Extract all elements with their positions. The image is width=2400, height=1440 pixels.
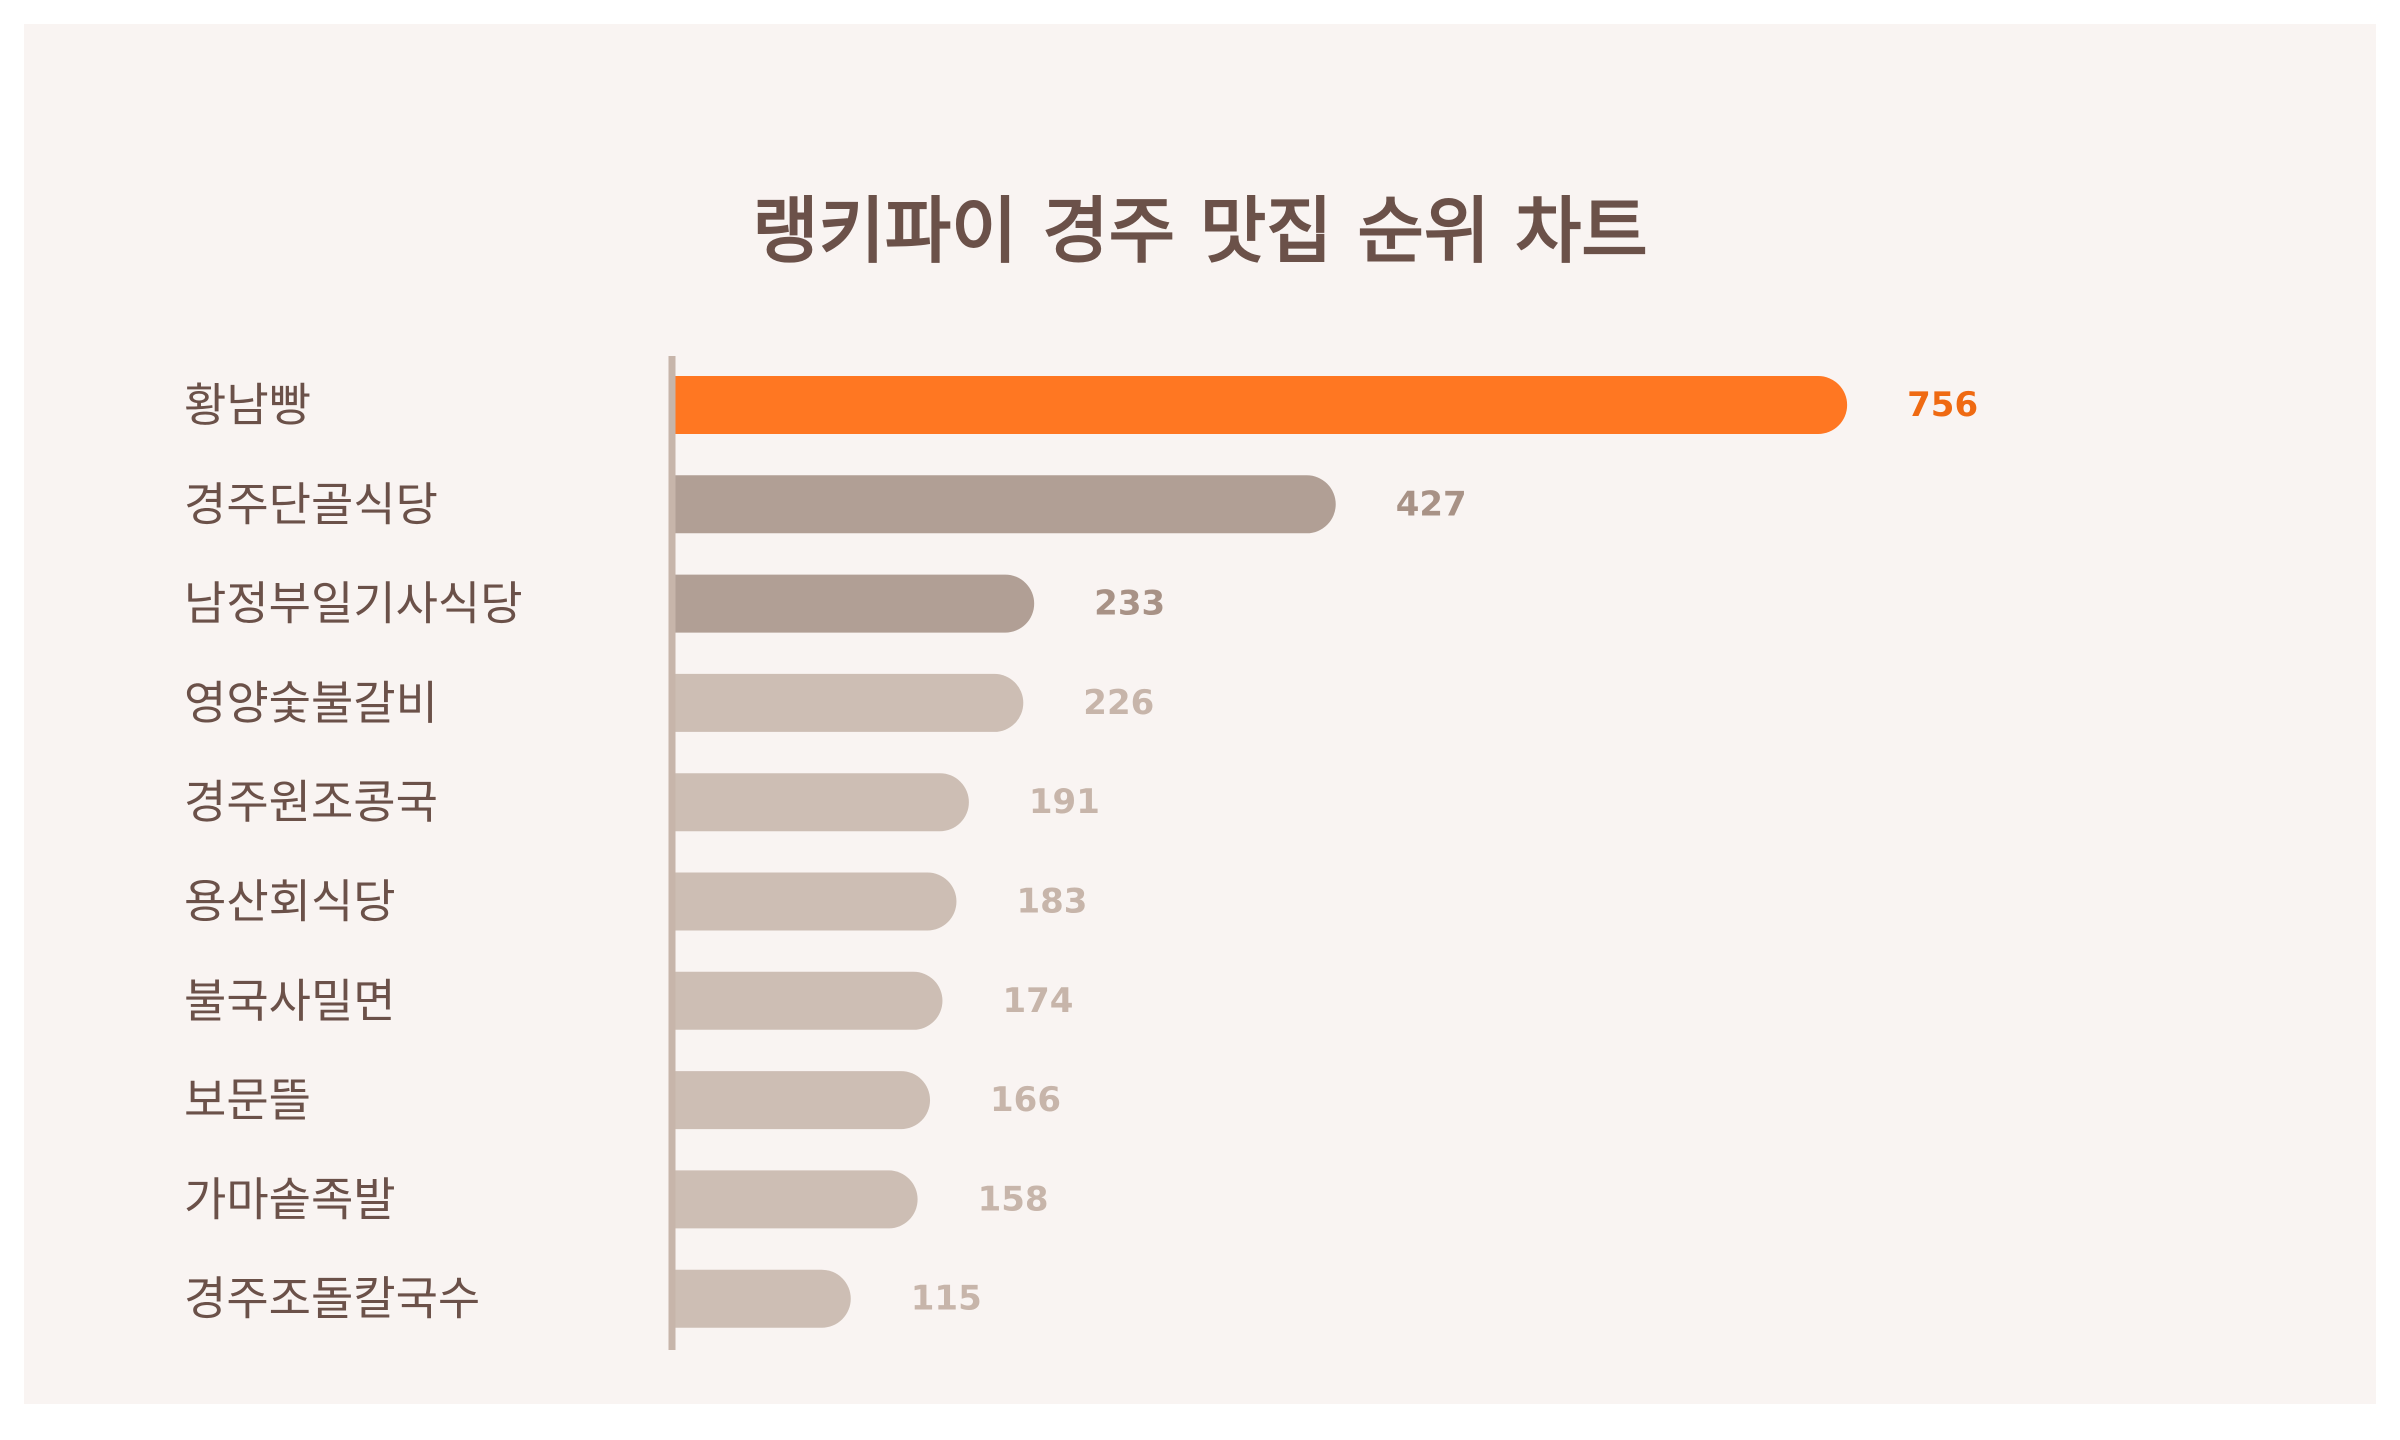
value-label: 183 xyxy=(1016,882,1087,922)
value-label: 191 xyxy=(1029,782,1100,822)
bars-layer xyxy=(672,376,1848,1328)
category-label: 경주단골식당 xyxy=(184,477,438,531)
bar xyxy=(672,872,957,931)
value-label: 233 xyxy=(1094,584,1165,624)
category-label: 영양숯불갈비 xyxy=(184,676,438,730)
bar xyxy=(672,376,1848,434)
value-label: 115 xyxy=(911,1279,982,1319)
bar xyxy=(672,1269,851,1328)
bar xyxy=(672,971,943,1030)
value-label: 158 xyxy=(978,1179,1049,1219)
bar xyxy=(672,475,1336,534)
category-label: 불국사밀면 xyxy=(184,974,396,1028)
bar xyxy=(672,773,969,832)
bar xyxy=(672,1170,918,1229)
category-label: 남정부일기사식당 xyxy=(184,577,523,631)
labels-layer: 황남빵 756 경주단골식당 427 남정부일기사식당 233 영양숯불갈비 226 경주원조콩… xyxy=(184,378,1978,1326)
category-label: 보문뜰 xyxy=(184,1073,311,1127)
value-label: 226 xyxy=(1083,683,1154,723)
category-label: 용산회식당 xyxy=(184,875,396,929)
value-label: 427 xyxy=(1396,484,1467,524)
category-label: 경주원조콩국 xyxy=(184,775,438,829)
bar xyxy=(672,673,1024,732)
category-label: 경주조돌칼국수 xyxy=(184,1272,480,1326)
value-label: 756 xyxy=(1907,385,1978,425)
chart-card xyxy=(24,24,2376,1404)
bar xyxy=(672,574,1035,633)
value-label: 174 xyxy=(1002,981,1073,1021)
bar xyxy=(672,1071,931,1130)
value-label: 166 xyxy=(990,1080,1061,1120)
category-label: 가마솥족발 xyxy=(184,1172,396,1226)
chart-title: 랭키파이 경주 맛집 순위 차트 xyxy=(752,189,1648,273)
category-label: 황남빵 xyxy=(184,378,311,432)
